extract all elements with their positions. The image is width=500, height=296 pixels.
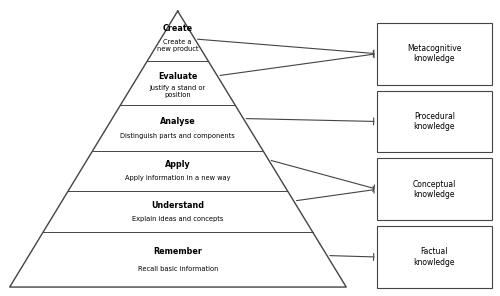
Text: Justify a stand or
position: Justify a stand or position [150,85,206,98]
Text: Factual
knowledge: Factual knowledge [414,247,455,267]
Text: Analyse: Analyse [160,117,196,126]
Bar [377,23,492,85]
Text: Apply information in a new way: Apply information in a new way [125,175,230,181]
Text: Remember: Remember [154,247,202,256]
Text: Create a
new product: Create a new product [157,38,198,52]
Text: Procedural
knowledge: Procedural knowledge [414,112,455,131]
Bar [377,91,492,152]
Text: Evaluate: Evaluate [158,72,198,81]
Bar [377,226,492,288]
Bar [377,158,492,220]
Text: Understand: Understand [152,201,204,210]
Text: Explain ideas and concepts: Explain ideas and concepts [132,216,224,222]
Text: Conceptual
knowledge: Conceptual knowledge [413,180,456,199]
Text: Distinguish parts and components: Distinguish parts and components [120,133,235,139]
Text: Create: Create [162,24,193,33]
Text: Recall basic information: Recall basic information [138,266,218,272]
Text: Apply: Apply [165,160,190,169]
Text: Metacognitive
knowledge: Metacognitive knowledge [408,44,462,63]
